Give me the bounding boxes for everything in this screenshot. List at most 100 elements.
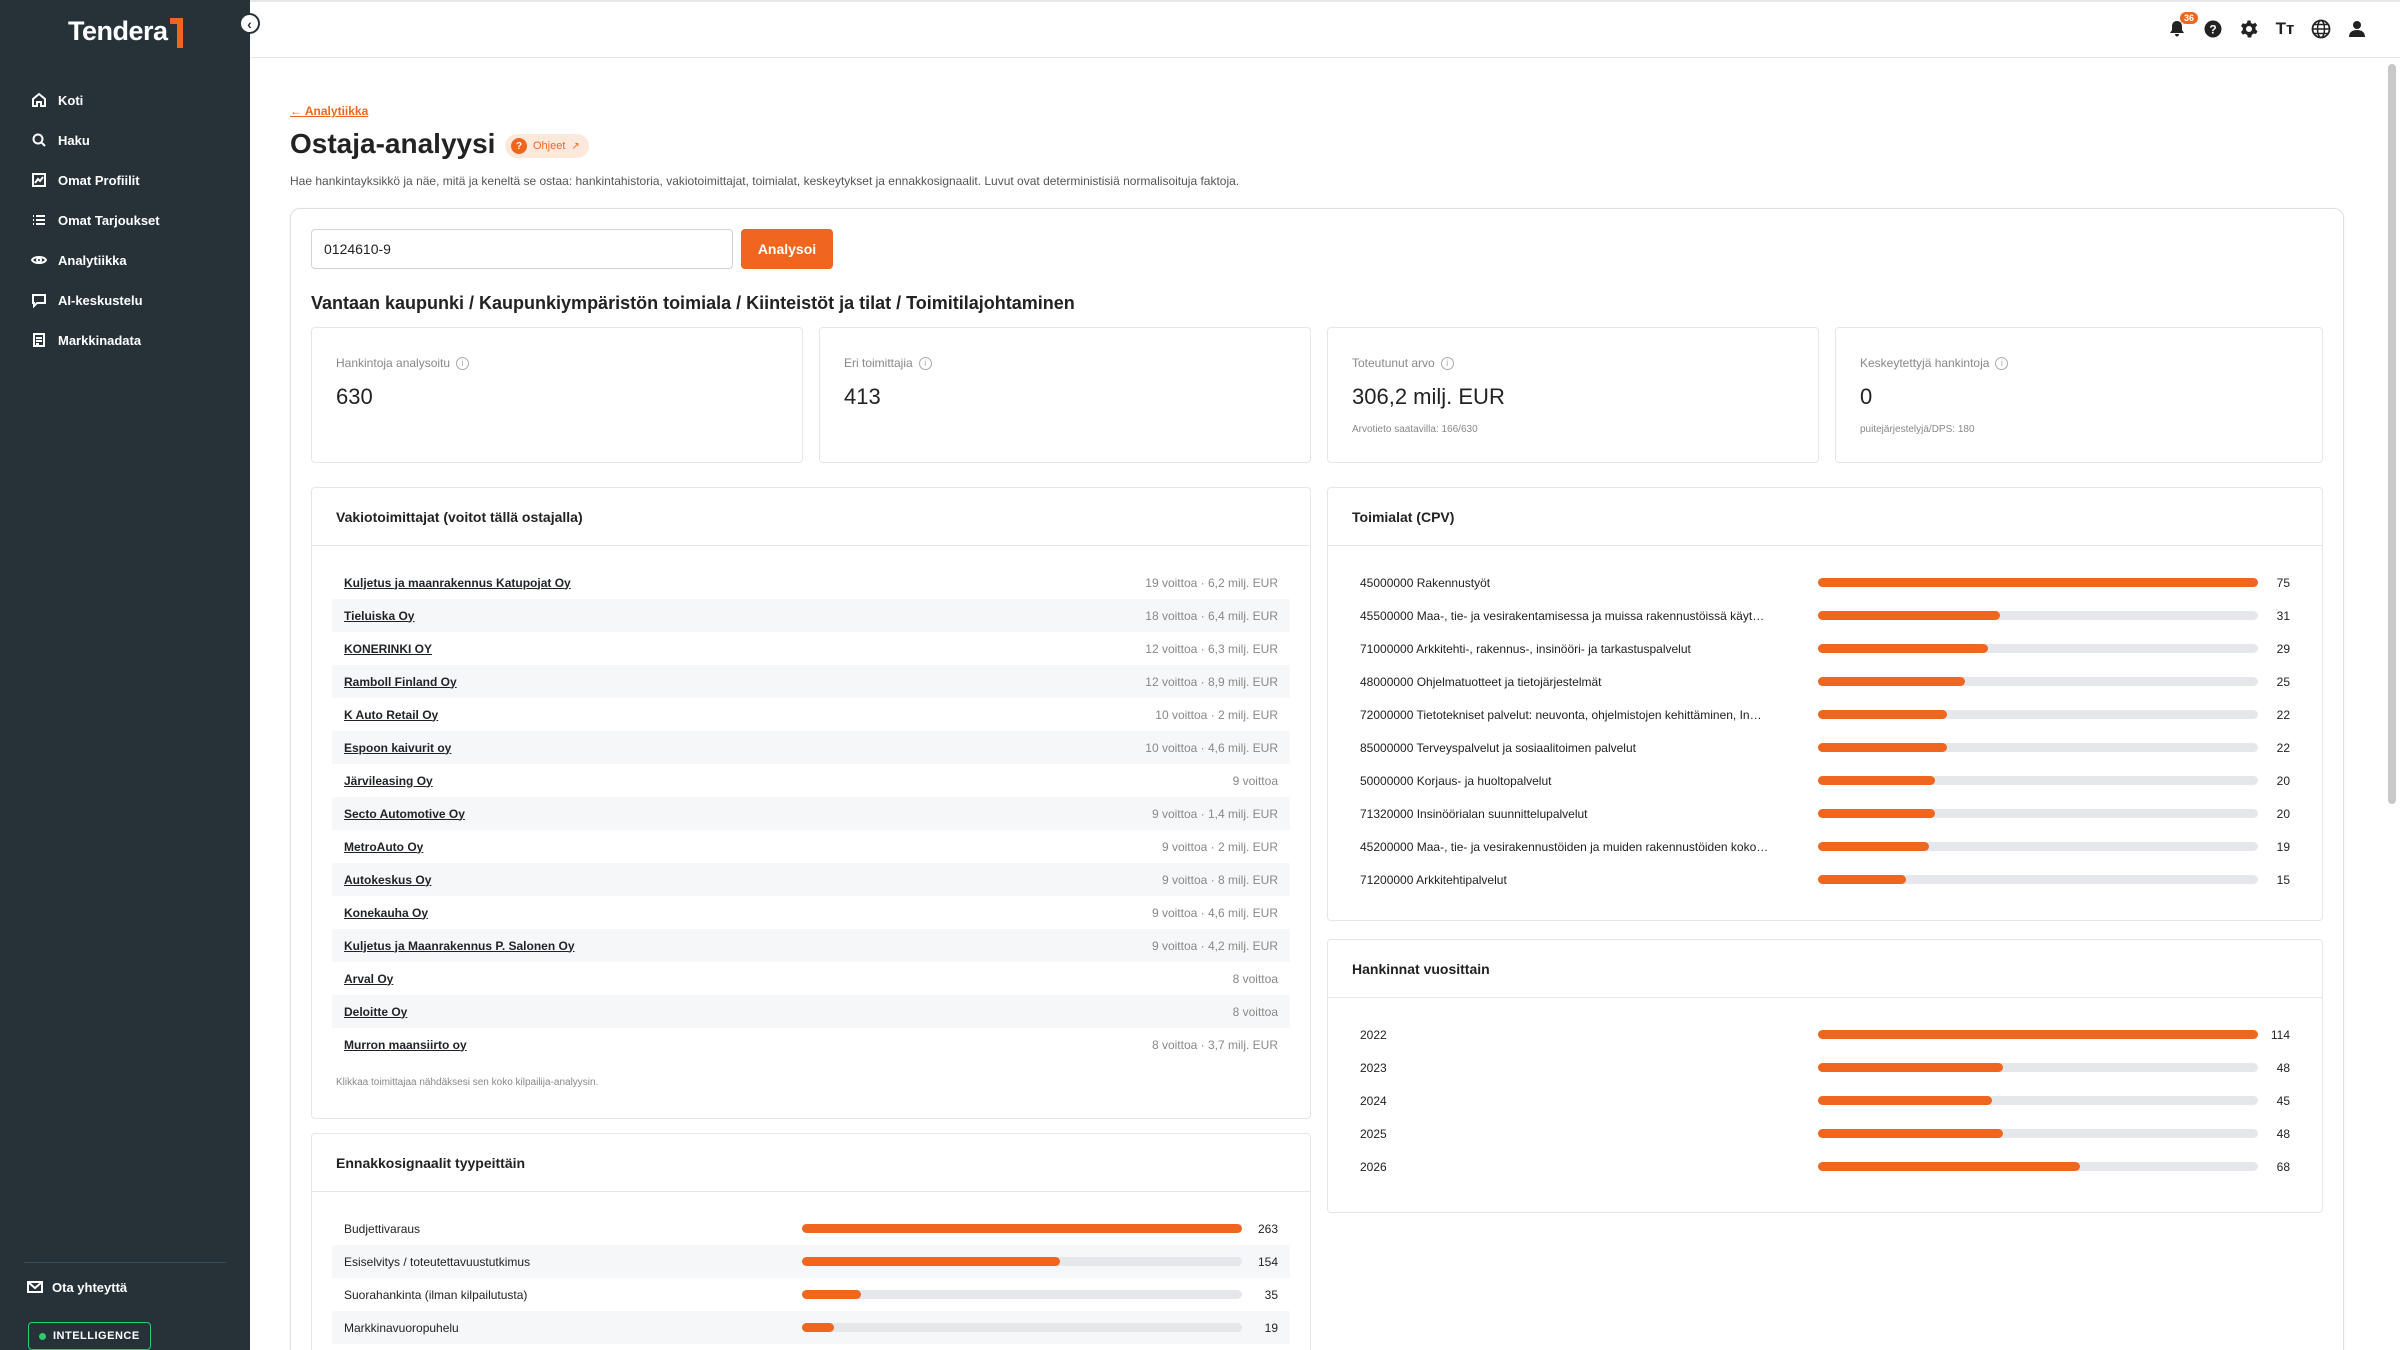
supplier-name-link[interactable]: Konekauha Oy	[344, 905, 429, 920]
bar-value: 19	[2276, 839, 2290, 854]
supplier-row: Ramboll Finland Oy 12 voittoa · 8,9 milj.…	[332, 665, 1290, 698]
help-button[interactable]: ?	[2202, 18, 2224, 40]
bar-track	[802, 1257, 1242, 1266]
supplier-name-link[interactable]: Tieluiska Oy	[344, 608, 415, 623]
supplier-name-link[interactable]: KONERINKI OY	[344, 641, 433, 656]
bar-value: 25	[2276, 674, 2290, 689]
sidebar-item-markkinadata[interactable]: Markkinadata	[0, 320, 250, 360]
tendera-logo[interactable]: Tendera	[68, 16, 183, 48]
help-label: Ohjeet	[533, 140, 566, 152]
bar-value: 31	[2276, 608, 2290, 623]
bar-fill	[1818, 809, 1936, 818]
globe-icon	[2311, 19, 2331, 39]
supplier-name-link[interactable]: Ramboll Finland Oy	[344, 674, 457, 689]
bar-track	[1818, 677, 2258, 686]
cpv-row: 85000000 Terveyspalvelut ja sosiaalitoim…	[1348, 731, 2302, 764]
bar-track	[1818, 1096, 2258, 1105]
bell-icon	[2170, 21, 2184, 37]
bar-value: 20	[2276, 806, 2290, 821]
collapse-sidebar-button[interactable]: ‹	[239, 13, 260, 34]
sidebar-item-haku[interactable]: Haku	[0, 120, 250, 160]
bar-fill	[802, 1224, 1242, 1233]
bar-value: 48	[2276, 1060, 2290, 1075]
cpv-row: 45000000 Rakennustyöt 75	[1348, 566, 2302, 599]
info-icon[interactable]: i	[456, 356, 470, 370]
bar-fill	[1818, 875, 1906, 884]
info-icon[interactable]: i	[1995, 356, 2009, 370]
bar-label: 45200000 Maa-, tie- ja vesirakennustöide…	[1360, 839, 1769, 854]
bar-label: 50000000 Korjaus- ja huoltopalvelut	[1360, 773, 1552, 788]
year-row: 2025 48	[1348, 1117, 2302, 1150]
page-scrollbar[interactable]	[2388, 64, 2396, 804]
card-title: Vakiotoimittajat (voitot tällä ostajalla…	[312, 488, 1310, 546]
text-size-button[interactable]: Tт	[2274, 18, 2296, 40]
notifications-button[interactable]: 36	[2166, 12, 2198, 40]
supplier-name-link[interactable]: Autokeskus Oy	[344, 872, 432, 887]
bar-fill	[1818, 578, 2258, 587]
bar-value: 75	[2276, 575, 2290, 590]
supplier-name-link[interactable]: Murron maansiirto oy	[344, 1037, 467, 1052]
back-to-analytics-link[interactable]: ← Analytiikka	[290, 104, 369, 118]
sidebar-item-omat-profiilit[interactable]: Omat Profiilit	[0, 160, 250, 200]
supplier-name-link[interactable]: Espoon kaivurit oy	[344, 740, 452, 755]
user-menu-button[interactable]	[2346, 18, 2368, 40]
sidebar-item-omat-tarjoukset[interactable]: Omat Tarjoukset	[0, 200, 250, 240]
supplier-stats: 12 voittoa · 8,9 milj. EUR	[1145, 674, 1278, 689]
supplier-name-link[interactable]: Arval Oy	[344, 971, 394, 986]
procurements-by-year-card: Hankinnat vuosittain 2022 114 2023 48 2024 45…	[1327, 939, 2323, 1213]
bar-value: 19	[1264, 1320, 1278, 1335]
settings-button[interactable]	[2238, 18, 2260, 40]
bar-label: 2026	[1360, 1159, 1387, 1174]
business-id-input[interactable]	[311, 229, 733, 269]
sidebar-item-analytiikka[interactable]: Analytiikka	[0, 240, 250, 280]
analyze-button[interactable]: Analysoi	[741, 229, 833, 269]
bar-track	[1818, 875, 2258, 884]
signals-by-type-card: Ennakkosignaalit tyypeittäin Budjettivar…	[311, 1133, 1311, 1350]
sidebar-item-koti[interactable]: Koti	[0, 80, 250, 120]
supplier-name-link[interactable]: MetroAuto Oy	[344, 839, 424, 854]
sidebar-nav: Koti Haku Omat Profiilit Omat Tarjoukset…	[0, 80, 250, 360]
gear-icon	[2241, 20, 2258, 38]
supplier-name-link[interactable]: Secto Automotive Oy	[344, 806, 465, 821]
stat-value: 413	[844, 384, 881, 409]
bar-value: 68	[2276, 1159, 2290, 1174]
language-button[interactable]	[2310, 18, 2332, 40]
supplier-stats: 12 voittoa · 6,3 milj. EUR	[1145, 641, 1278, 656]
top-bar: 36 ? Tт	[250, 0, 2400, 58]
contact-link[interactable]: Ota yhteyttä	[26, 1278, 127, 1296]
cpv-row: 71000000 Arkkitehti-, rakennus-, insinöö…	[1348, 632, 2302, 665]
info-icon[interactable]: i	[918, 356, 932, 370]
supplier-stats: 9 voittoa · 1,4 milj. EUR	[1151, 806, 1278, 821]
bar-value: 22	[2276, 707, 2290, 722]
supplier-name-link[interactable]: K Auto Retail Oy	[344, 707, 439, 722]
supplier-name-link[interactable]: Deloitte Oy	[344, 1004, 408, 1019]
bar-label: 45500000 Maa-, tie- ja vesirakentamisess…	[1360, 608, 1765, 623]
bar-track	[1818, 611, 2258, 620]
supplier-stats: 19 voittoa · 6,2 milj. EUR	[1145, 575, 1278, 590]
page-title: Ostaja-analyysi	[290, 128, 496, 159]
help-link[interactable]: ? Ohjeet ↗	[505, 134, 589, 158]
chat-icon	[30, 291, 48, 309]
supplier-name-link[interactable]: Kuljetus ja maanrakennus Katupojat Oy	[344, 575, 571, 590]
supplier-name-link[interactable]: Kuljetus ja Maanrakennus P. Salonen Oy	[344, 938, 575, 953]
bar-track	[1818, 1162, 2258, 1171]
supplier-row: Konekauha Oy 9 voittoa · 4,6 milj. EUR	[332, 896, 1290, 929]
supplier-name-link[interactable]: Järvileasing Oy	[344, 773, 433, 788]
bar-label: 48000000 Ohjelmatuotteet ja tietojärjest…	[1360, 674, 1602, 689]
info-icon[interactable]: i	[1440, 356, 1454, 370]
bar-value: 114	[2270, 1027, 2290, 1042]
bar-track	[1818, 1063, 2258, 1072]
sidebar-item-ai-keskustelu[interactable]: AI-keskustelu	[0, 280, 250, 320]
bar-value: 45	[2276, 1093, 2290, 1108]
supplier-stats: 9 voittoa · 4,6 milj. EUR	[1151, 905, 1278, 920]
supplier-row: Espoon kaivurit oy 10 voittoa · 4,6 milj.…	[332, 731, 1290, 764]
supplier-stats: 8 voittoa	[1232, 971, 1278, 986]
text-size-icon: Tт	[2275, 19, 2295, 38]
supplier-row: Järvileasing Oy 9 voittoa	[332, 764, 1290, 797]
bar-track	[802, 1224, 1242, 1233]
bar-label: 71320000 Insinöörialan suunnittelupalvel…	[1360, 806, 1588, 821]
card-title: Toimialat (CPV)	[1328, 488, 2322, 546]
supplier-row: MetroAuto Oy 9 voittoa · 2 milj. EUR	[332, 830, 1290, 863]
bar-fill	[1818, 776, 1936, 785]
list-icon	[30, 211, 48, 229]
